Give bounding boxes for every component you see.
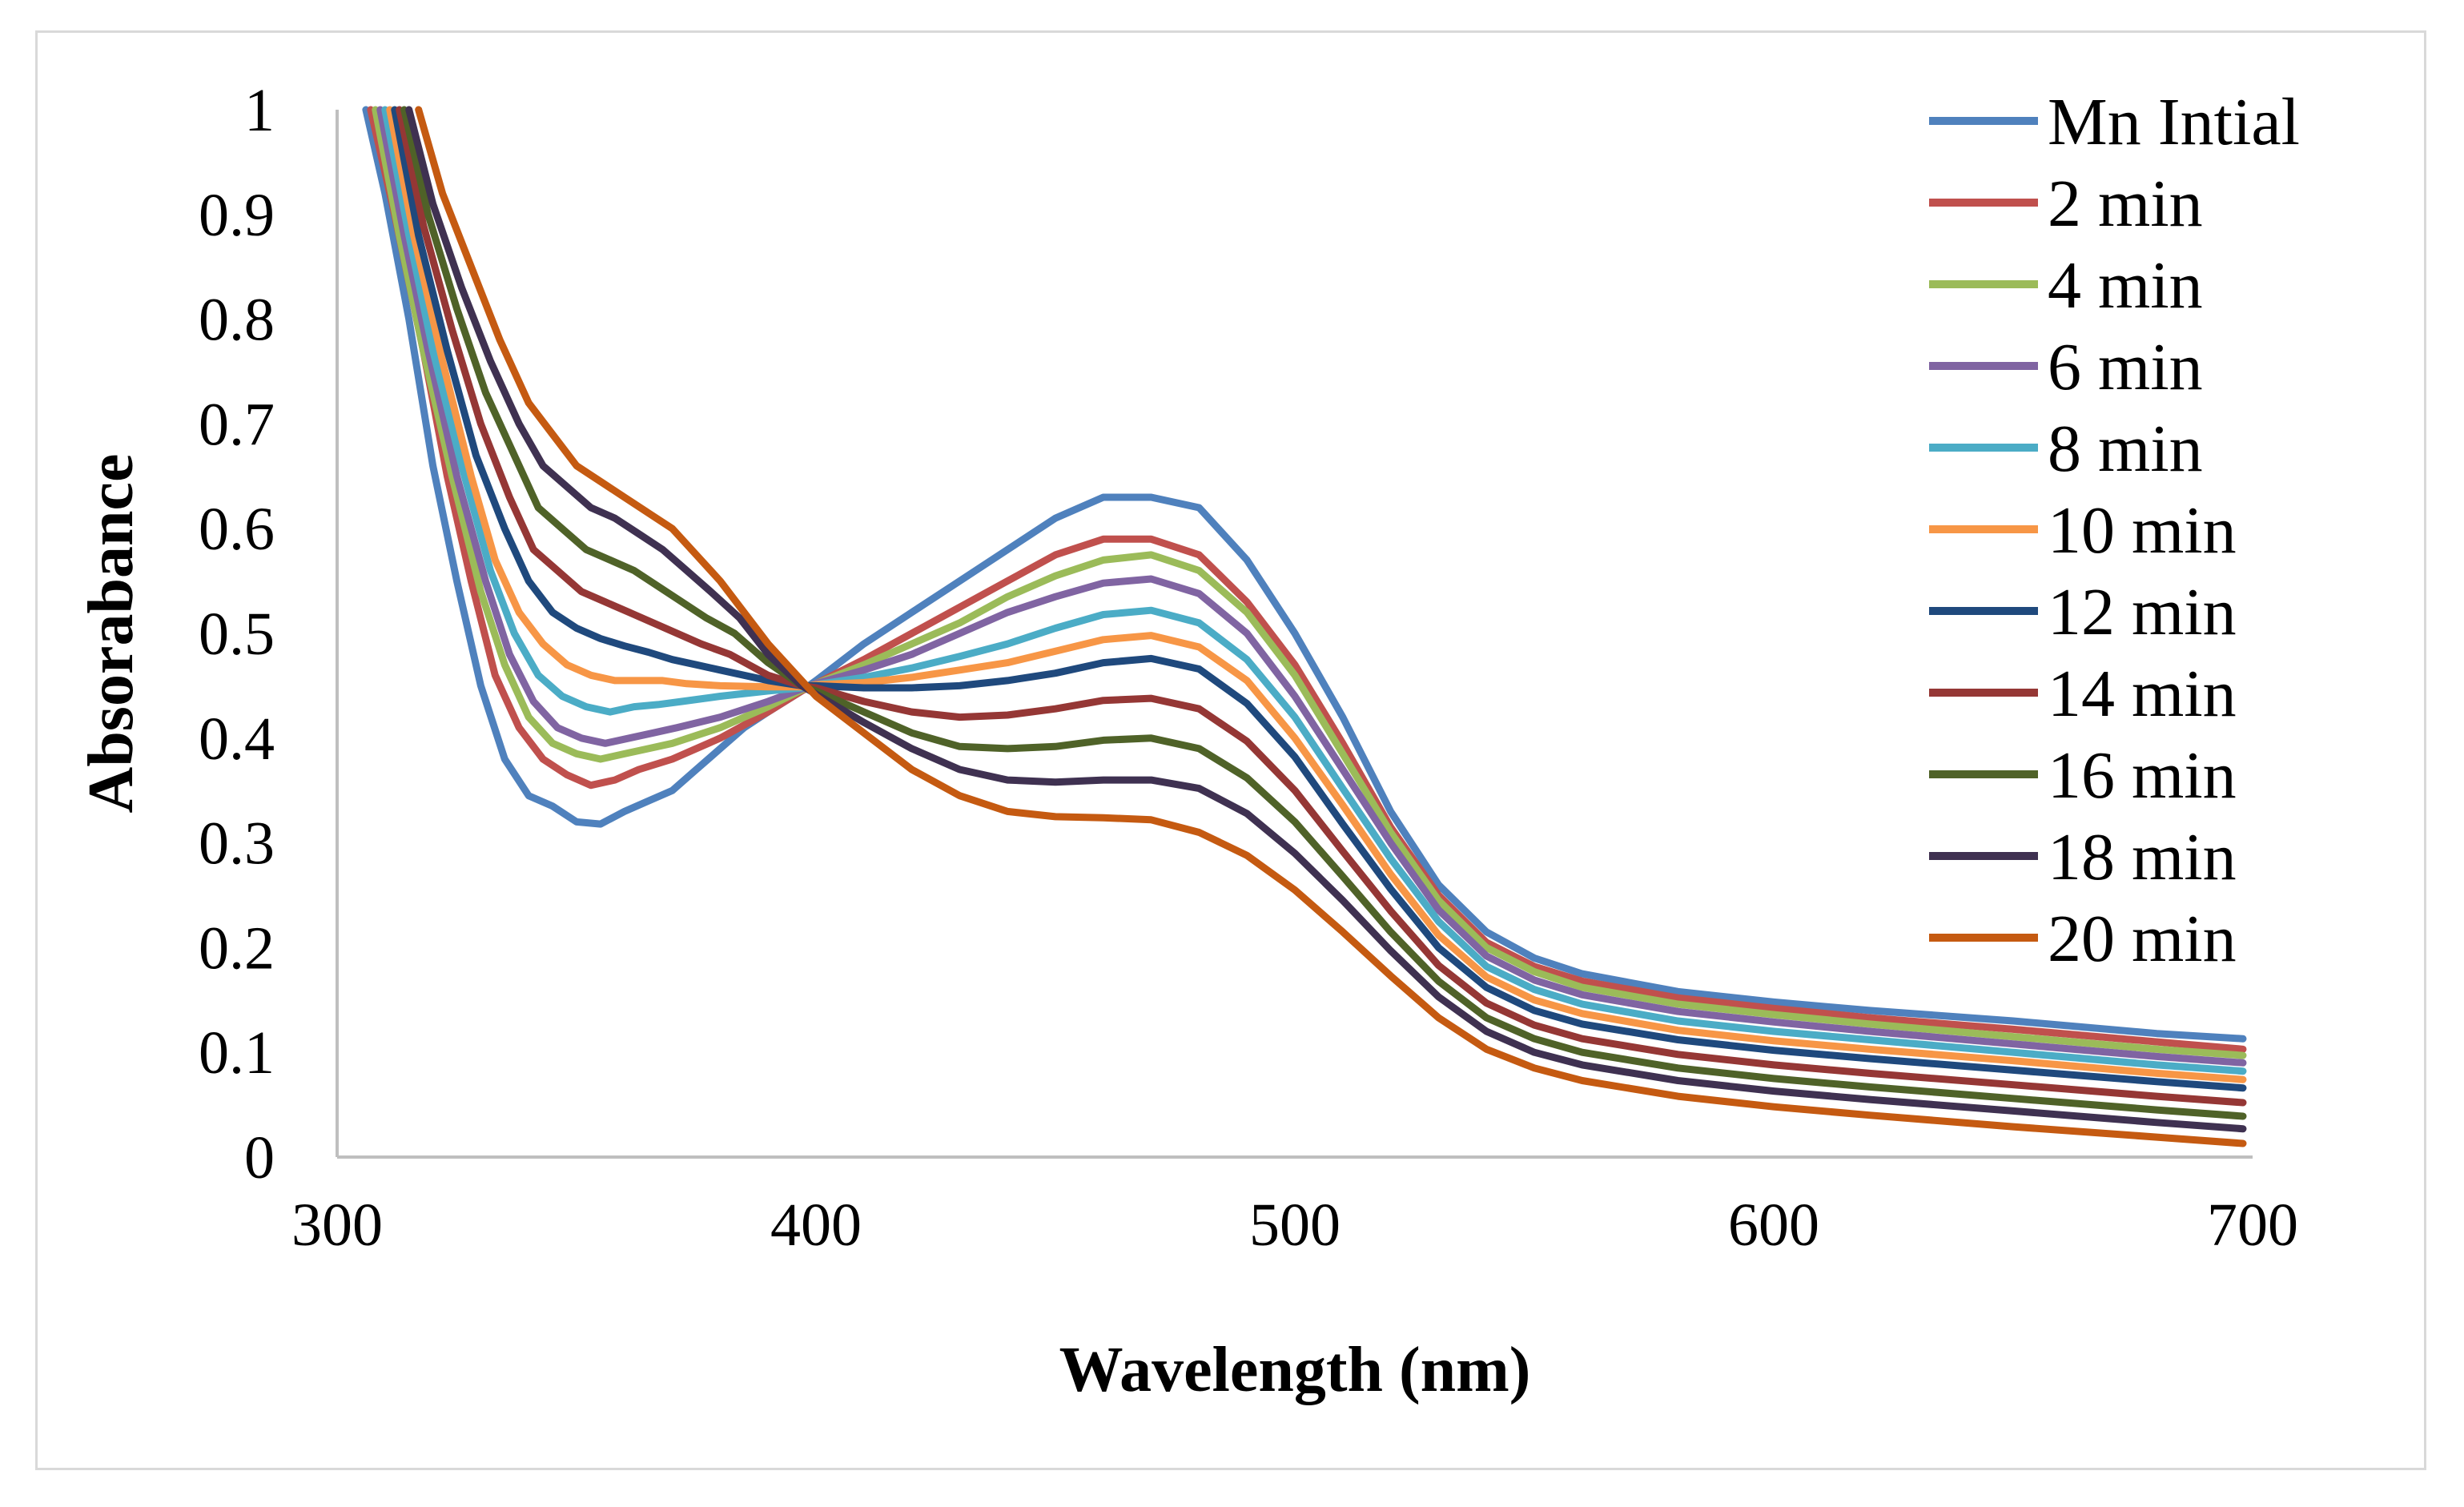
legend-label: 8 min (2048, 412, 2203, 486)
series-line (372, 106, 2247, 1059)
absorbance-chart: 0 0.1 0.2 0.3 0.4 0.5 0.6 0.7 0.8 0.9 1 300 400 500 6… (76, 77, 2300, 1405)
series-line (367, 106, 2247, 1053)
x-tick-label: 600 (1728, 1192, 1819, 1259)
series-line (396, 106, 2247, 1107)
y-tick-label: 0.9 (199, 182, 275, 249)
chart-frame: 0 0.1 0.2 0.3 0.4 0.5 0.6 0.7 0.8 0.9 1 300 400 500 6… (35, 30, 2426, 1470)
series-line (415, 106, 2247, 1147)
y-tick-label: 0.5 (199, 601, 275, 668)
x-tick-labels: 300 400 500 600 700 (291, 1192, 2298, 1259)
series-line (391, 106, 2247, 1092)
series-line (405, 106, 2247, 1133)
x-tick-label: 300 (291, 1192, 383, 1259)
legend-label: 20 min (2048, 902, 2237, 976)
x-axis-title: Wavelength (nm) (1059, 1335, 1531, 1405)
y-tick-label: 0.8 (199, 287, 275, 354)
series-line (376, 106, 2247, 1067)
axes (336, 110, 2253, 1159)
series-line (386, 106, 2247, 1083)
y-tick-label: 0.3 (199, 810, 275, 878)
series-line (400, 106, 2247, 1120)
legend-label: 4 min (2048, 248, 2203, 323)
y-axis-title: Absorabance (76, 454, 147, 814)
y-tick-labels: 0 0.1 0.2 0.3 0.4 0.5 0.6 0.7 0.8 0.9 1 (199, 77, 275, 1192)
y-tick-label: 0.1 (199, 1019, 275, 1087)
y-tick-label: 0.4 (199, 705, 275, 773)
x-tick-label: 500 (1249, 1192, 1341, 1259)
y-tick-label: 0.2 (199, 914, 275, 982)
y-tick-label: 0 (244, 1124, 275, 1192)
legend-label: 18 min (2048, 820, 2237, 894)
y-tick-label: 0.7 (199, 391, 275, 458)
series-line (381, 106, 2247, 1075)
legend-label: 12 min (2048, 575, 2237, 649)
legend-label: 10 min (2048, 493, 2237, 568)
x-tick-label: 700 (2207, 1192, 2298, 1259)
series-lines (362, 106, 2247, 1147)
legend-label: 2 min (2048, 167, 2203, 241)
series-line (362, 106, 2247, 1043)
legend-label: 6 min (2048, 330, 2203, 404)
y-tick-label: 0.6 (199, 496, 275, 563)
y-tick-label: 1 (244, 77, 275, 144)
x-tick-label: 400 (770, 1192, 862, 1259)
legend-label: 14 min (2048, 657, 2237, 731)
legend-label: Mn Intial (2048, 85, 2300, 159)
legend-label: 16 min (2048, 738, 2237, 813)
